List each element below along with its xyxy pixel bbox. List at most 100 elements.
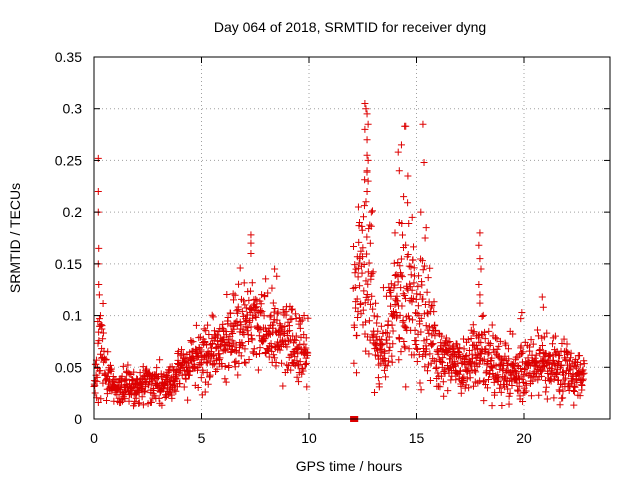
y-tick-label: 0.35 [55,49,82,65]
data-point [357,300,365,308]
data-point [364,177,372,185]
data-point [484,384,492,392]
data-point [262,275,270,283]
data-point [401,323,409,331]
data-point [158,401,166,409]
data-point [385,347,393,355]
data-point [91,382,99,390]
data-point [176,380,184,388]
data-point [139,401,147,409]
data-point [493,345,501,353]
data-point [555,357,563,365]
data-point [351,261,359,269]
data-point [452,376,460,384]
data-point [370,312,378,320]
data-point [298,370,306,378]
data-point [504,345,512,353]
data-point [559,387,567,395]
data-point [213,365,221,373]
data-point [174,356,182,364]
data-point [231,358,239,366]
x-axis-label: GPS time / hours [296,458,403,474]
data-point [409,295,417,303]
data-point [394,148,402,156]
data-point [398,273,406,281]
data-point [401,344,409,352]
data-point [482,345,490,353]
data-point [569,387,577,395]
data-point [423,367,431,375]
data-point [230,325,238,333]
data-point [247,323,255,331]
data-point [360,260,368,268]
data-point [446,337,454,345]
data-point [403,284,411,292]
data-point [550,394,558,402]
data-point [121,395,129,403]
data-point [388,352,396,360]
data-point [419,295,427,303]
data-point [491,389,499,397]
data-point [301,360,309,368]
data-point [429,340,437,348]
data-point [533,326,541,334]
data-point [267,311,275,319]
data-point [369,305,377,313]
data-point [373,313,381,321]
data-point [360,202,368,210]
data-point [221,375,229,383]
data-point [421,301,429,309]
data-point [92,360,100,368]
data-point [282,311,290,319]
axis-ticks: 0 5 10 15 20 0 0.05 0.1 0.15 0.2 0.25 0.3 0.35 [55,49,610,446]
data-point [302,334,310,342]
data-point [540,333,548,341]
data-point [567,349,575,357]
data-point [393,312,401,320]
data-point [389,327,397,335]
data-point [485,376,493,384]
data-point [399,316,407,324]
data-point [470,328,478,336]
data-point [299,367,307,375]
data-point [469,382,477,390]
data-point [274,308,282,316]
data-point [153,364,161,372]
data-point [251,312,259,320]
data-point [352,304,360,312]
data-point [391,300,399,308]
data-point [270,351,278,359]
data-point [361,176,369,184]
data-point [375,383,383,391]
data-point [404,199,412,207]
data-point [518,350,526,358]
data-point [522,387,530,395]
data-point [248,279,256,287]
data-point [227,309,235,317]
data-point [538,293,546,301]
data-point [514,386,522,394]
data-point [365,350,373,358]
data-point [367,208,375,216]
data-point [393,292,401,300]
data-point [469,329,477,337]
data-point [156,356,164,364]
data-point [396,311,404,319]
data-point [241,315,249,323]
data-point [428,331,436,339]
data-point [419,120,427,128]
data-point [496,384,504,392]
data-point [91,389,99,397]
data-point [266,313,274,321]
data-point [243,327,251,335]
data-point [185,371,193,379]
y-tick-label: 0.2 [63,204,83,220]
data-point [444,387,452,395]
data-point [215,350,223,358]
data-point [234,371,242,379]
data-point [427,341,435,349]
data-point [410,264,418,272]
data-point [556,401,564,409]
data-point [412,344,420,352]
data-point [94,399,102,407]
